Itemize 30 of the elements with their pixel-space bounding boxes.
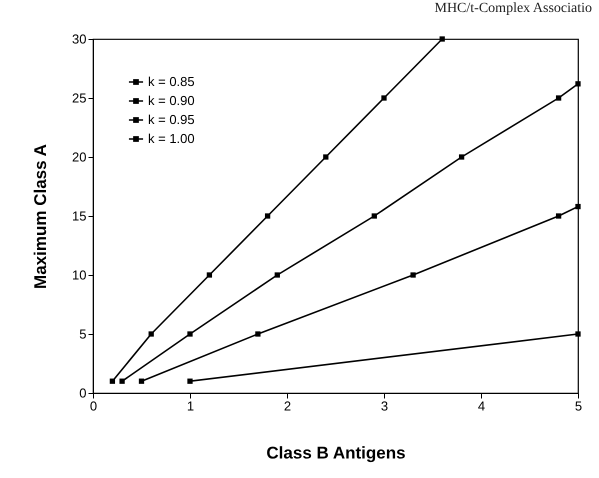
y-tick-label: 20 [72, 150, 86, 164]
y-tick-label: 10 [72, 268, 86, 282]
y-axis-title: Maximum Class A [31, 144, 50, 289]
x-tick-label: 1 [186, 398, 194, 414]
point [274, 272, 280, 278]
point [110, 378, 116, 384]
point [440, 36, 445, 42]
point [187, 378, 193, 384]
point [575, 81, 581, 86]
x-tick-label: 4 [478, 398, 486, 414]
point [138, 378, 144, 384]
x-tick-label: 0 [90, 398, 98, 414]
x-axis-title: Class B Antigens [266, 444, 406, 462]
text: MHC/t-Complex Associatio [434, 1, 592, 16]
legend-label: k = 1.00 [148, 131, 195, 146]
x-tick-label: 3 [380, 398, 388, 414]
legend-label: k = 0.95 [148, 112, 195, 127]
point [323, 154, 328, 160]
y-tick-label: 30 [72, 32, 86, 46]
y-tick-label: 15 [72, 208, 86, 224]
x-tick-label: 2 [284, 398, 292, 414]
legend-label: k = 0.90 [148, 93, 195, 108]
legend-label: k = 0.85 [148, 74, 195, 89]
y-tick-label: 0 [79, 386, 86, 400]
point [372, 213, 377, 219]
y-tick-label: 5 [79, 326, 86, 342]
x-tick-label: 5 [574, 398, 582, 414]
point [119, 378, 125, 384]
point [148, 331, 154, 337]
y-tick-label: 25 [72, 90, 86, 106]
